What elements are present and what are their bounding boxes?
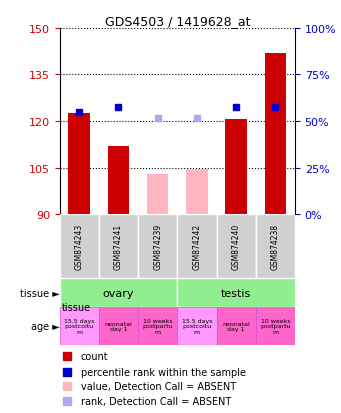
Bar: [69, 114, 90, 214]
Text: percentile rank within the sample: percentile rank within the sample: [81, 367, 246, 377]
Bar: [99, 214, 138, 278]
Bar: [60, 214, 99, 278]
Bar: [225, 120, 247, 214]
Bar: [186, 170, 208, 214]
Text: GSM874241: GSM874241: [114, 223, 123, 269]
Bar: [217, 307, 256, 345]
Text: GSM874240: GSM874240: [232, 223, 241, 270]
Text: count: count: [81, 351, 108, 361]
Text: testis: testis: [221, 288, 251, 298]
Text: tissue ►: tissue ►: [20, 288, 60, 298]
Bar: [177, 278, 295, 307]
Bar: [60, 307, 99, 345]
Text: rank, Detection Call = ABSENT: rank, Detection Call = ABSENT: [81, 396, 231, 406]
Bar: [217, 214, 256, 278]
Bar: [177, 307, 217, 345]
Text: neonatal
day 1: neonatal day 1: [105, 321, 132, 332]
Bar: [138, 214, 177, 278]
Bar: [60, 278, 177, 307]
Bar: [265, 54, 286, 214]
Text: GSM874239: GSM874239: [153, 223, 162, 270]
Bar: [108, 147, 129, 214]
Bar: [256, 214, 295, 278]
Title: GDS4503 / 1419628_at: GDS4503 / 1419628_at: [105, 15, 250, 28]
Text: age ►: age ►: [31, 321, 60, 331]
Bar: [256, 307, 295, 345]
Text: 10 weeks
postpartu
m: 10 weeks postpartu m: [260, 318, 291, 335]
Bar: [99, 307, 138, 345]
Text: GSM874242: GSM874242: [192, 223, 202, 269]
Text: ovary: ovary: [103, 288, 134, 298]
Text: 15.5 days
postcoitu
m: 15.5 days postcoitu m: [182, 318, 212, 335]
Text: tissue: tissue: [62, 302, 91, 312]
Text: 15.5 days
postcoitu
m: 15.5 days postcoitu m: [64, 318, 94, 335]
Text: value, Detection Call = ABSENT: value, Detection Call = ABSENT: [81, 382, 236, 392]
Text: GSM874238: GSM874238: [271, 223, 280, 269]
Bar: [147, 174, 168, 214]
Text: GSM874243: GSM874243: [75, 223, 84, 270]
Text: neonatal
day 1: neonatal day 1: [222, 321, 250, 332]
Bar: [138, 307, 177, 345]
Bar: [177, 214, 217, 278]
Text: 10 weeks
postpartu
m: 10 weeks postpartu m: [143, 318, 173, 335]
